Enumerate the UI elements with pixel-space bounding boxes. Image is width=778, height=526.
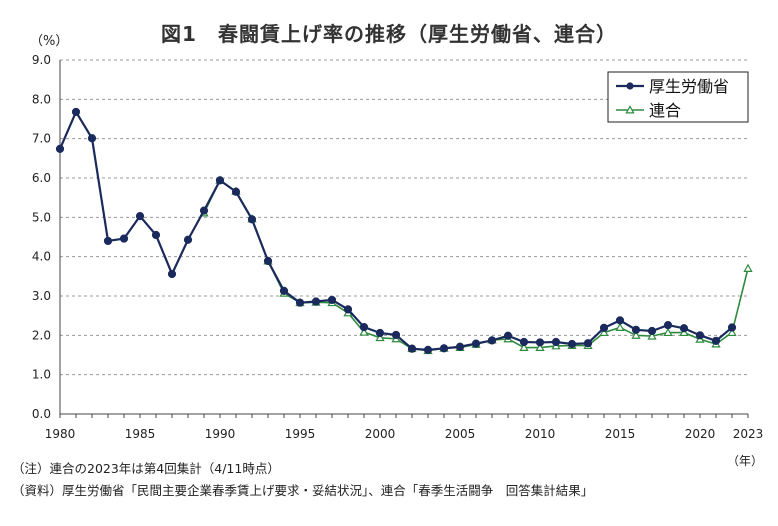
data-point: [375, 328, 385, 338]
data-point: [231, 187, 241, 196]
y-tick-label: 7.0: [32, 132, 51, 146]
data-point: [663, 321, 673, 330]
data-point: [647, 326, 657, 336]
axes: [59, 60, 749, 418]
data-point: [279, 286, 289, 295]
data-point: [71, 107, 81, 117]
data-point: [423, 345, 433, 354]
data-point: [295, 298, 305, 307]
data-point: [615, 316, 625, 325]
x-tick-label: 2023: [733, 427, 764, 441]
series-0: [55, 107, 737, 354]
data-point: [487, 336, 497, 345]
data-point: [135, 212, 145, 221]
data-point: [439, 344, 449, 353]
data-point: [327, 295, 337, 305]
data-point: [599, 323, 609, 332]
y-tick-label: 9.0: [32, 53, 51, 67]
data-point: [183, 235, 193, 244]
data-point: [519, 337, 529, 347]
note-line-2: （資料）厚生労働省「民間主要企業春季賃上げ要求・妥結状況」、連合「春季生活闘争 …: [12, 483, 594, 498]
data-point: [359, 327, 369, 336]
data-point: [567, 339, 577, 349]
data-point: [375, 332, 385, 342]
x-tick-label: 2020: [685, 427, 716, 441]
data-point: [631, 330, 641, 339]
data-point: [151, 230, 161, 240]
data-point: [215, 176, 225, 185]
data-point: [695, 331, 705, 340]
x-tick-label: 1990: [205, 427, 236, 441]
data-point: [711, 336, 721, 345]
data-point: [663, 327, 673, 337]
y-tick-label: 5.0: [32, 210, 51, 224]
data-point: [103, 236, 113, 246]
data-point: [311, 297, 321, 306]
series-layer: [55, 107, 753, 355]
legend-label: 厚生労働省: [649, 77, 729, 96]
chart-title: 図1 春闘賃上げ率の推移（厚生労働省、連合）: [161, 22, 617, 46]
y-tick-labels: 0.0 1.0 2.0 3.0 4.0 5.0 6.0 7.0 8.0 9.0: [32, 53, 51, 421]
data-point: [199, 206, 209, 215]
x-tick-label: 2010: [525, 427, 556, 441]
data-point: [167, 269, 177, 279]
data-point: [119, 234, 129, 243]
data-point: [727, 323, 737, 332]
data-point: [359, 322, 369, 332]
grid-lines: [60, 59, 748, 376]
x-tick-label: 2000: [365, 427, 396, 441]
legend-marker: [625, 105, 635, 114]
data-point: [455, 342, 465, 351]
data-point: [679, 324, 689, 333]
y-tick-label: 3.0: [32, 289, 51, 303]
legend-marker: [626, 82, 634, 90]
data-point: [343, 305, 353, 314]
data-point: [391, 330, 401, 340]
y-tick-label: 4.0: [32, 250, 51, 264]
data-point: [551, 337, 561, 347]
data-point: [615, 322, 625, 331]
data-point: [519, 342, 529, 352]
x-tick-label: 2005: [445, 427, 476, 441]
data-point: [87, 134, 97, 143]
series-line: [58, 109, 733, 351]
data-point: [727, 327, 737, 337]
x-tick-label: 2015: [605, 427, 636, 441]
legend-box: [607, 71, 749, 123]
data-point: [631, 325, 641, 334]
y-tick-label: 0.0: [32, 407, 51, 421]
x-tick-label: 1995: [285, 427, 316, 441]
y-tick-label: 1.0: [32, 368, 51, 382]
note-line-1: （注）連合の2023年は第4回集計（4/11時点）: [12, 461, 280, 476]
data-point: [55, 144, 65, 153]
x-axis-unit: （年）: [727, 454, 764, 468]
y-axis-unit: （%）: [30, 34, 69, 49]
data-point: [647, 331, 657, 340]
data-point: [503, 331, 513, 340]
x-tick-label: 1980: [45, 427, 76, 441]
data-point: [599, 327, 609, 337]
y-tick-label: 2.0: [32, 328, 51, 342]
data-point: [471, 339, 481, 348]
data-point: [583, 339, 593, 348]
data-point: [535, 338, 545, 347]
x-tick-labels: 1980 1985 1990 1995 2000 2005 2010 2015 2020 2023: [45, 427, 764, 441]
x-tick-label: 1985: [125, 427, 156, 441]
data-point: [535, 342, 545, 352]
data-point: [743, 263, 753, 272]
data-point: [247, 215, 257, 224]
data-point: [263, 256, 273, 266]
data-point: [407, 344, 417, 353]
y-tick-label: 6.0: [32, 171, 51, 185]
y-tick-label: 8.0: [32, 92, 51, 106]
legend-label: 連合: [649, 101, 681, 120]
